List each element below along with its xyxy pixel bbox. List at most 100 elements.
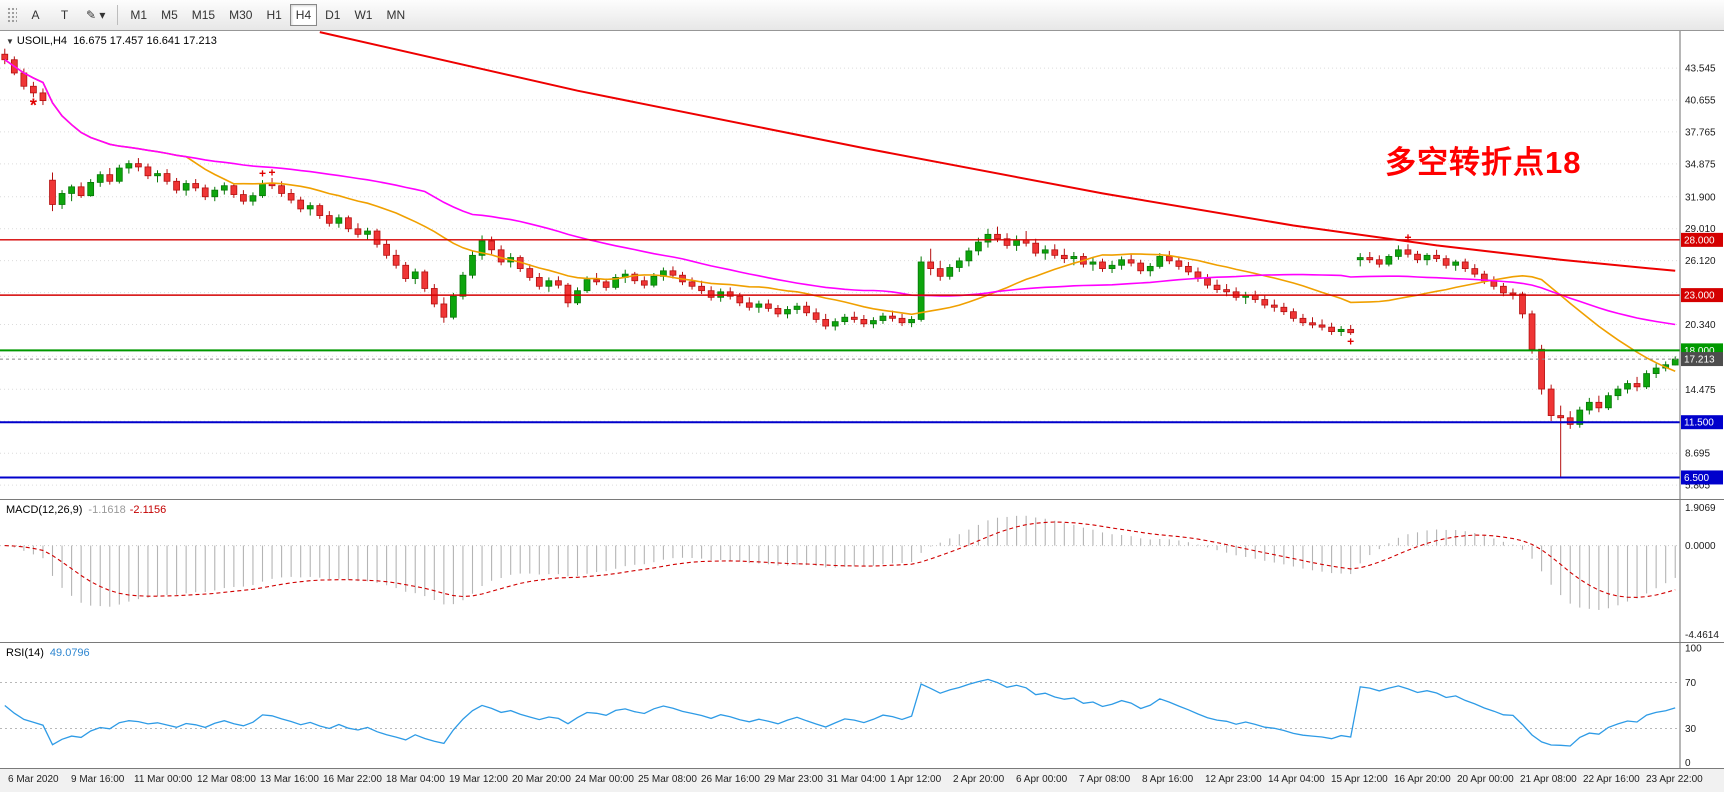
candle [1089,261,1097,265]
time-axis-label: 21 Apr 08:00 [1520,774,1577,785]
candle [1060,254,1068,260]
time-axis-label: 6 Apr 00:00 [1016,774,1068,785]
candle [955,260,963,268]
candle [1433,254,1440,260]
candle [1213,284,1221,290]
time-axis-label: 9 Mar 16:00 [71,774,125,785]
candle [1041,249,1049,254]
candle [526,268,534,278]
tool-button-3[interactable]: ✎ ▾ [80,4,111,26]
macd-signal-value: -2.1156 [129,504,167,516]
time-axis-label: 16 Apr 20:00 [1394,774,1451,785]
candle [1461,261,1469,269]
price-badge-bg [1681,470,1723,485]
macd-signal-line [4,521,1676,598]
tool-button-2[interactable]: T [51,4,78,26]
price-tick-label: 43.545 [1685,64,1716,75]
candle [30,85,37,94]
timeframe-button-m1[interactable]: M1 [124,4,153,26]
timeframe-button-m5[interactable]: M5 [155,4,184,26]
candle [850,316,858,320]
rsi-name: RSI(14) [6,647,44,659]
candle [822,319,830,327]
candle [430,288,438,305]
candle [144,166,152,177]
candle [39,92,47,102]
timeframe-button-w1[interactable]: W1 [348,4,378,26]
candle [459,274,467,297]
macd-histogram [13,515,1676,610]
main-chart-panel: * + + + +43.545 40.655 37.765 34.875 31.900 29.01… [0,31,1724,500]
candle [1671,358,1679,366]
candle [803,305,810,314]
time-axis-label: 11 Mar 00:00 [134,774,193,785]
candle [230,185,238,195]
chart-marker: + [269,165,276,179]
time-axis[interactable]: 6 Mar 2020 9 Mar 16:00 11 Mar 00:00 12 Mar … [0,769,1724,792]
candle [1,53,9,61]
candle [325,215,333,224]
rsi-axis-label: 30 [1685,724,1697,735]
candle [297,199,305,210]
collapse-icon[interactable]: ▼ [6,37,14,46]
candle [831,321,839,327]
candle [469,254,476,276]
price-badge: 23.000 [1684,291,1715,302]
candle [917,261,925,320]
candle [602,281,610,288]
candle [1280,306,1288,313]
candles-layer [1,48,1679,478]
candle [306,205,314,210]
rsi-chart[interactable]: 100 70 30 0 [0,643,1724,768]
candle [1395,249,1402,257]
candle [535,277,543,287]
candle [1013,239,1020,246]
ohlc-values: 16.675 17.457 16.641 17.213 [73,35,217,47]
toolbar-drag-handle[interactable] [6,6,17,24]
candle [383,243,390,256]
candle [316,205,324,216]
candle [1127,259,1135,264]
tool-button-1[interactable]: A [22,4,49,26]
timeframe-button-d1[interactable]: D1 [319,4,346,26]
macd-chart[interactable]: 1.9069 0.0000 -4.4614 [0,500,1724,642]
time-axis-label: 6 Mar 2020 [8,774,59,785]
candle [545,280,553,287]
candle [259,183,266,197]
timeframe-button-m30[interactable]: M30 [223,4,258,26]
price-badge-bg [1681,415,1723,430]
candle [135,163,142,168]
candle [1566,417,1574,425]
price-badge: 6.500 [1684,473,1709,484]
main-chart[interactable]: *+ +++43.54540.65537.76534.87531.90029.01… [0,31,1724,499]
candle [564,284,572,304]
candle [192,183,200,189]
price-tick-label: 14.475 [1685,385,1716,396]
timeframe-button-mn[interactable]: MN [380,4,411,26]
candle [1605,395,1612,409]
time-axis-label: 13 Mar 16:00 [260,774,319,785]
candle [1318,324,1326,328]
candle [1185,265,1192,273]
candle [1414,253,1421,261]
timeframe-button-h4[interactable]: H4 [289,4,318,26]
candle [555,280,562,286]
candle [1356,257,1364,261]
candle [392,254,400,266]
candle [669,270,677,276]
candle [125,163,133,169]
candle [1156,256,1164,267]
candle [163,173,171,182]
candle [688,281,696,287]
price-tick-label: 5.805 [1685,481,1710,492]
candle [497,249,505,263]
candle [889,315,896,319]
candle [1328,326,1335,332]
timeframe-button-m15[interactable]: M15 [186,4,221,26]
toolbar: A T ✎ ▾ M1 M5 M15 M30 H1 H4 D1 W1 MN [0,0,1724,31]
candle [1146,265,1154,272]
macd-axis-label: 1.9069 [1685,503,1716,514]
candle [211,189,219,198]
timeframe-button-h1[interactable]: H1 [260,4,287,26]
candle [240,194,247,202]
